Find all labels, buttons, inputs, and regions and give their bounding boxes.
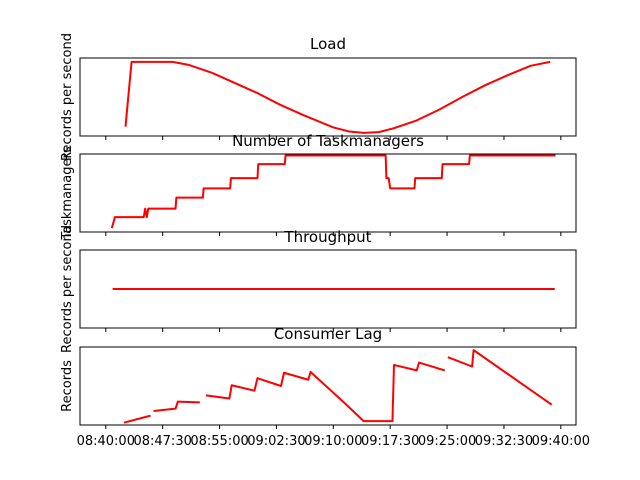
series-taskmanagers [110,154,556,229]
chart-title-taskmanagers: Number of Taskmanagers [232,132,424,150]
x-tick-label-6: 09:25:00 [418,434,476,449]
plot-frame-load [79,57,577,137]
chart-title-consumer-lag: Consumer Lag [274,325,382,343]
x-tick-label-3: 09:02:30 [247,434,305,449]
panel-throughput: Throughput Records per second [60,225,577,353]
x-tick-labels: 08:40:0008:47:3008:55:0009:02:3009:10:00… [77,434,590,449]
series-line-0 [123,349,553,424]
x-tick-label-4: 09:10:00 [304,434,362,449]
series-consumer-lag [123,349,553,424]
x-ticks-load [105,136,562,140]
chart-title-load: Load [310,35,346,53]
panel-load: Load Records per second [60,33,577,161]
panel-taskmanagers: Number of Taskmanagers Taskmanagers [60,132,577,241]
plot-frame-throughput [79,249,577,329]
x-tick-label-5: 09:17:30 [361,434,419,449]
series-load [124,60,551,134]
x-ticks-throughput [105,328,562,332]
x-tick-label-0: 08:40:00 [77,434,135,449]
x-tick-label-2: 08:55:00 [190,434,248,449]
x-tick-label-7: 09:32:30 [475,434,533,449]
plot-frame-taskmanagers [79,153,577,233]
series-line-0 [124,60,551,134]
y-axis-label-taskmanagers: Taskmanagers [60,146,75,240]
x-tick-label-8: 09:40:00 [532,434,590,449]
x-ticks-taskmanagers [105,232,562,236]
x-ticks-consumer-lag [105,425,562,429]
panel-consumer-lag: Consumer Lag Records 08:40:0008:47:3008:… [60,325,590,449]
series-line-0 [110,154,556,229]
y-axis-label-load: Records per second [60,33,75,161]
plot-frame-consumer-lag [79,346,577,426]
y-axis-label-consumer-lag: Records [60,360,75,412]
chart-title-throughput: Throughput [283,228,371,246]
y-axis-label-throughput: Records per second [60,225,75,353]
x-tick-label-1: 08:47:30 [133,434,191,449]
